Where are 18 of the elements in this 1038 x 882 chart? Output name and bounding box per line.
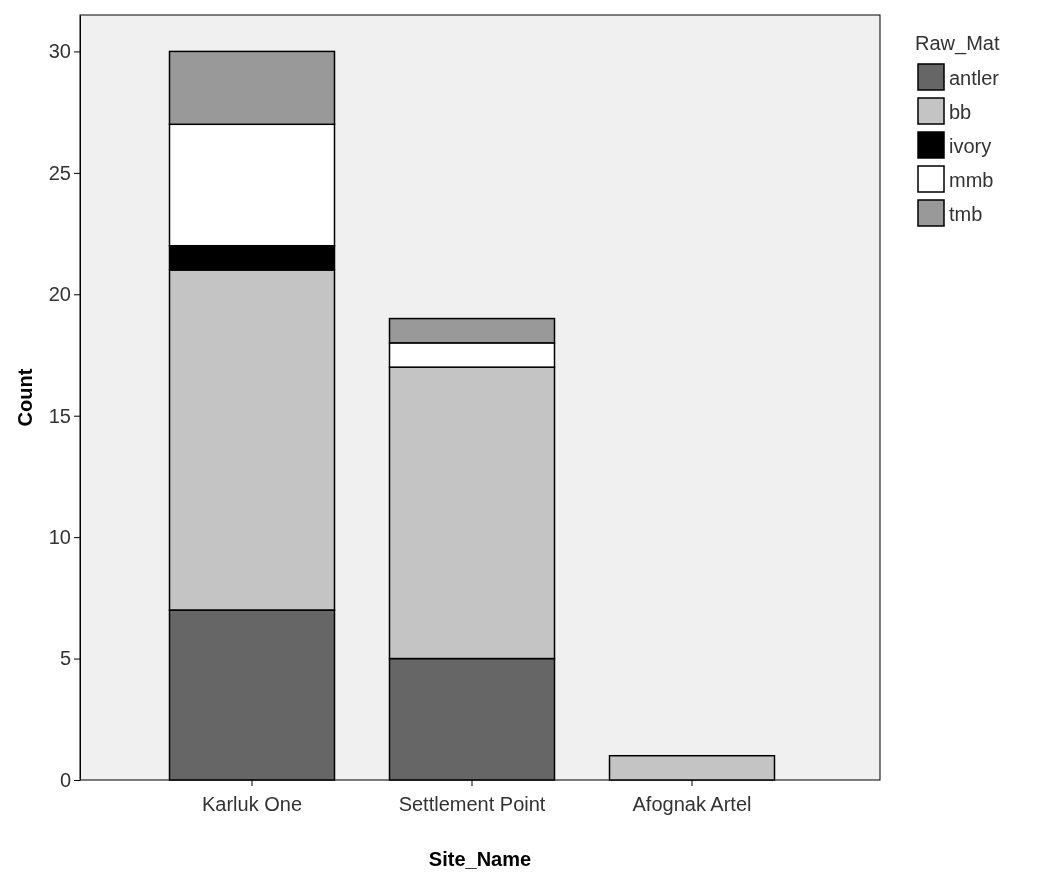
legend-label: ivory [949,135,992,157]
y-tick-label: 30 [48,40,71,63]
y-tick-label: 20 [48,283,71,306]
x-axis-title: Site_Name [428,848,532,870]
legend-label: antler [949,67,1000,89]
y-tick-label: 15 [48,404,71,427]
legend-label: bb [949,101,972,123]
y-tick-label: 5 [59,647,71,670]
y-tick-label: 25 [48,161,71,184]
y-tick-label: 0 [59,768,71,791]
x-tick-label: Afognak Artel [632,793,752,815]
x-tick-label: Karluk One [201,793,303,815]
y-tick-label: 10 [48,526,71,549]
legend-label: tmb [949,203,983,225]
legend-label: mmb [949,169,994,191]
legend-title: Raw_Mat [915,32,1000,55]
y-axis-title: Count [14,368,36,427]
x-tick-label: Settlement Point [398,793,546,815]
